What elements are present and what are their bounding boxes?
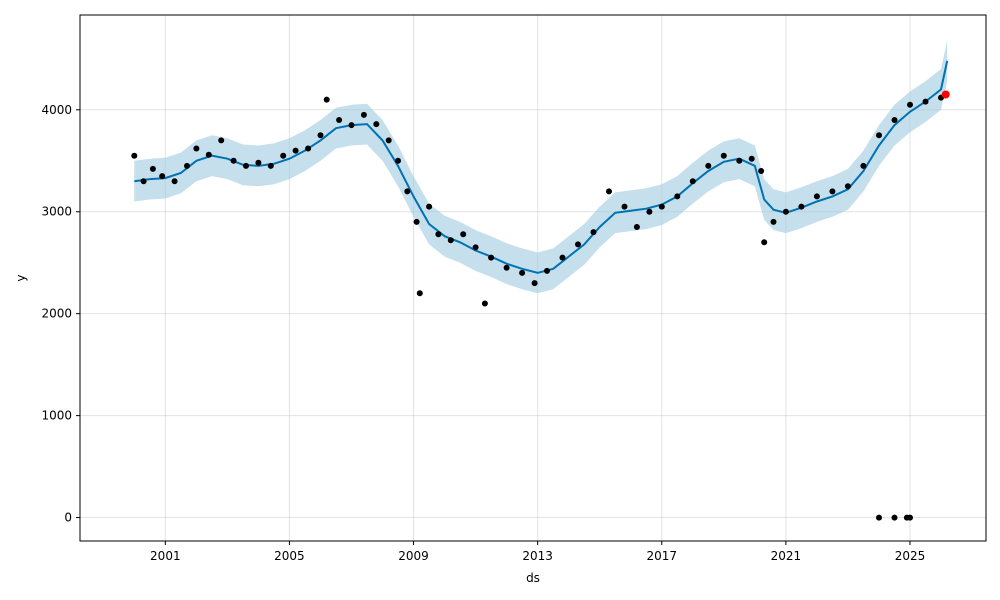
plot-frame [79,14,987,542]
observed-point [782,208,789,215]
observed-point [519,269,526,276]
observed-point [193,145,200,152]
observed-point [907,101,913,108]
observed-point [503,264,510,271]
observed-point [606,188,612,195]
y-tick-label: 0 [64,511,72,525]
observed-point [447,237,454,244]
uncertainty-band [134,40,948,294]
observed-point [323,96,330,103]
observed-point [860,162,867,169]
observed-point [317,132,324,139]
observed-point [385,137,392,144]
observed-point [205,151,212,158]
observed-point [646,208,653,215]
observed-point [140,178,147,185]
observed-point [280,152,287,159]
observed-point [373,121,380,128]
observed-point [633,224,640,230]
observed-point [770,218,777,225]
x-tick-label: 2001 [150,549,181,563]
x-axis-ticks: 2001 2005 2009 2013 2017 2021 2025 [150,541,925,563]
highlight-point [941,90,950,99]
observed-point [292,147,299,154]
observed-point [922,98,929,105]
y-axis-label: y [14,274,28,281]
observed-point [267,162,274,169]
observed-point [590,229,597,236]
observed-point [844,183,851,190]
observed-point [184,162,190,169]
observed-point [218,137,225,144]
observed-point [472,244,479,251]
observed-point [748,155,755,162]
observed-point [460,231,467,238]
observed-point [348,122,355,129]
observed-point [131,152,138,159]
observed-point [255,159,262,166]
x-tick-label: 2017 [646,549,677,563]
x-tick-label: 2025 [895,549,926,563]
observed-point [416,290,423,297]
observed-point [891,117,898,123]
observed-point [761,239,768,246]
observed-point [720,152,727,159]
x-tick-label: 2005 [274,549,305,563]
observed-point [243,162,249,169]
observed-point [230,157,237,164]
observed-point [674,193,681,200]
observed-point [305,145,312,152]
highlight-point-group [941,90,950,99]
observed-point [876,514,882,521]
observed-point [395,157,401,164]
x-axis-label: ds [526,571,540,585]
grid [80,15,986,541]
y-tick-label: 1000 [41,409,72,423]
observed-point [544,267,550,274]
forecast-line-group [134,60,949,274]
x-tick-label: 2009 [398,549,429,563]
observed-point [426,203,433,210]
observed-point [360,111,367,118]
x-tick-label: 2013 [522,549,553,563]
observed-point [531,280,538,287]
observed-point [575,241,581,248]
observed-point [336,117,343,123]
observed-point [907,514,913,521]
observed-point [689,178,696,185]
y-tick-label: 2000 [41,307,72,321]
y-tick-label: 4000 [41,103,72,117]
y-axis-ticks: 0 1000 2000 3000 4000 [41,103,80,525]
uncertainty-band-group [134,40,948,294]
x-tick-label: 2021 [771,549,802,563]
observed-point [488,254,495,261]
observed-point [171,178,178,185]
observed-point [798,203,805,210]
y-tick-label: 3000 [41,205,72,219]
observed-point [159,173,166,180]
observed-point [559,254,566,261]
observed-point [736,157,743,164]
observed-point [621,203,628,210]
observed-point [481,300,488,307]
observed-point [829,188,836,195]
observed-point [404,188,411,195]
observed-point [435,231,442,238]
observed-point [413,218,420,225]
observed-point [658,203,665,210]
observed-point [705,162,712,169]
observed-point [891,514,898,521]
observed-points-group [131,94,944,521]
observed-point [149,165,156,172]
forecast-line [134,60,949,274]
observed-point [813,193,820,200]
observed-point [876,132,882,139]
observed-point [758,168,765,174]
